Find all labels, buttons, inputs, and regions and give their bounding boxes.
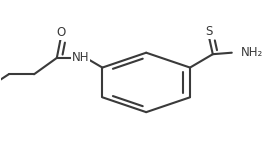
Text: NH₂: NH₂ — [241, 46, 263, 59]
Text: S: S — [205, 25, 213, 38]
Text: O: O — [56, 26, 65, 39]
Text: NH: NH — [72, 51, 89, 64]
